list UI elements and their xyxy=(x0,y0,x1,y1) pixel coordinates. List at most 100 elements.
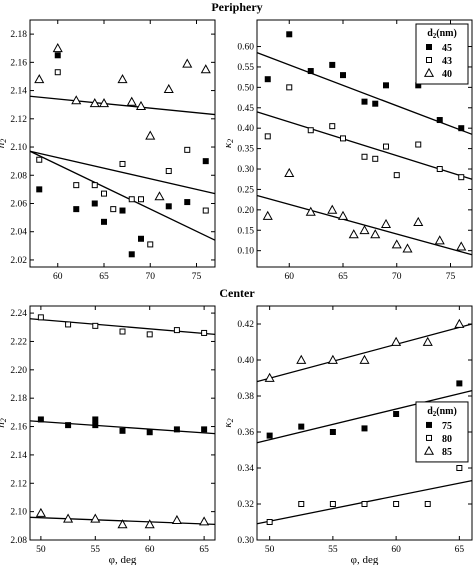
x-tick-label: 55 xyxy=(91,545,101,555)
legend-marker xyxy=(426,57,432,63)
x-tick-label: 65 xyxy=(338,272,348,282)
y-tick-label: 2.20 xyxy=(10,366,27,376)
y-tick-label: 2.08 xyxy=(10,536,27,546)
data-point xyxy=(329,501,336,507)
data-point xyxy=(182,58,193,68)
data-point xyxy=(54,52,61,59)
legend-label: 45 xyxy=(442,43,452,54)
legend-marker xyxy=(423,67,435,77)
x-tick-label: 70 xyxy=(146,272,156,282)
data-point xyxy=(184,199,191,206)
y-tick-label: 0.60 xyxy=(237,43,254,53)
y-tick-label: 2.22 xyxy=(10,337,27,347)
y-axis-label: n2 xyxy=(0,139,8,149)
data-point xyxy=(402,243,413,253)
data-point xyxy=(173,426,180,433)
center-title: Center xyxy=(219,286,255,300)
data-point xyxy=(380,218,392,228)
y-tick-label: 2.14 xyxy=(10,87,27,97)
data-point xyxy=(154,191,165,201)
data-point xyxy=(456,380,463,387)
data-point xyxy=(337,210,349,220)
x-tick-label: 65 xyxy=(99,272,109,282)
y-tick-label: 0.34 xyxy=(237,464,254,474)
data-point xyxy=(36,186,43,193)
plot-frame xyxy=(29,19,216,268)
data-point xyxy=(340,72,346,79)
x-tick-label: 55 xyxy=(328,545,338,555)
data-point xyxy=(424,501,431,507)
y-tick-label: 0.10 xyxy=(237,247,254,257)
data-point xyxy=(456,465,463,471)
data-point xyxy=(128,251,135,258)
y-tick-label: 0.30 xyxy=(237,536,254,546)
data-point xyxy=(128,196,135,203)
x-tick-label: 65 xyxy=(199,545,209,555)
data-point xyxy=(262,210,273,220)
x-tick-label: 60 xyxy=(285,272,295,282)
data-point xyxy=(456,241,467,251)
chart-panels: 60 65 70 75 2.02 2.04 2.06 2.08 2.10 2.12 2.14 2.16… xyxy=(0,19,473,565)
data-point xyxy=(436,117,443,124)
fit-line-43 xyxy=(256,111,473,180)
data-point xyxy=(92,322,99,329)
data-point xyxy=(146,429,153,436)
data-point xyxy=(201,329,208,336)
y-tick-label: 2.06 xyxy=(10,199,27,209)
data-point xyxy=(391,239,402,249)
y-tick-label: 0.20 xyxy=(237,206,254,216)
data-point xyxy=(119,328,126,335)
data-point xyxy=(383,143,389,150)
y-axis-label: n2 xyxy=(0,418,8,428)
data-point xyxy=(415,141,422,148)
legend: d2(nm) 45 43 40 xyxy=(415,23,469,85)
data-point xyxy=(264,76,271,83)
x-axis-label: φ, deg xyxy=(351,554,379,565)
data-point xyxy=(119,207,126,214)
data-point xyxy=(101,190,107,197)
data-point xyxy=(146,331,153,338)
data-point xyxy=(101,218,107,225)
legend-label: 80 xyxy=(442,434,452,445)
data-point xyxy=(147,241,154,248)
data-point xyxy=(298,423,305,430)
y-tick-label: 2.16 xyxy=(10,423,27,433)
data-point xyxy=(145,130,156,140)
chart-center-k2: 50 55 60 65 0.30 0.32 0.34 0.36 0.38 0.40 0.42 κ2 φ,… xyxy=(222,305,473,565)
data-point xyxy=(165,168,172,175)
fit-line-80 xyxy=(29,318,216,336)
data-point xyxy=(307,68,314,75)
data-point xyxy=(144,519,155,529)
legend: d2(nm) 75 80 85 xyxy=(415,401,469,463)
data-point xyxy=(63,513,74,523)
x-tick-label: 65 xyxy=(455,545,465,555)
data-point xyxy=(361,501,368,507)
data-point xyxy=(117,519,128,529)
legend-marker xyxy=(426,434,432,441)
fit-line-75 xyxy=(29,420,216,435)
data-point xyxy=(266,432,273,439)
y-tick-label: 0.32 xyxy=(237,500,254,510)
data-point xyxy=(329,61,336,68)
y-tick-label: 2.02 xyxy=(10,256,27,266)
data-point xyxy=(454,318,465,328)
x-tick-label: 75 xyxy=(192,272,202,282)
data-point xyxy=(434,235,445,245)
y-tick-label: 0.42 xyxy=(237,320,254,330)
data-point xyxy=(37,416,44,423)
data-point xyxy=(305,206,316,216)
data-point xyxy=(329,123,336,130)
data-point xyxy=(264,133,271,140)
fit-line-43 xyxy=(29,150,216,195)
data-point xyxy=(119,427,126,434)
y-tick-label: 2.18 xyxy=(10,394,27,404)
data-point xyxy=(393,172,400,179)
data-point xyxy=(329,429,336,435)
fit-line-45 xyxy=(256,52,473,135)
y-tick-label: 0.45 xyxy=(237,104,254,114)
periphery-title: Periphery xyxy=(211,0,262,14)
data-point xyxy=(91,182,98,189)
y-tick-label: 2.08 xyxy=(10,171,27,181)
data-point xyxy=(92,422,99,429)
